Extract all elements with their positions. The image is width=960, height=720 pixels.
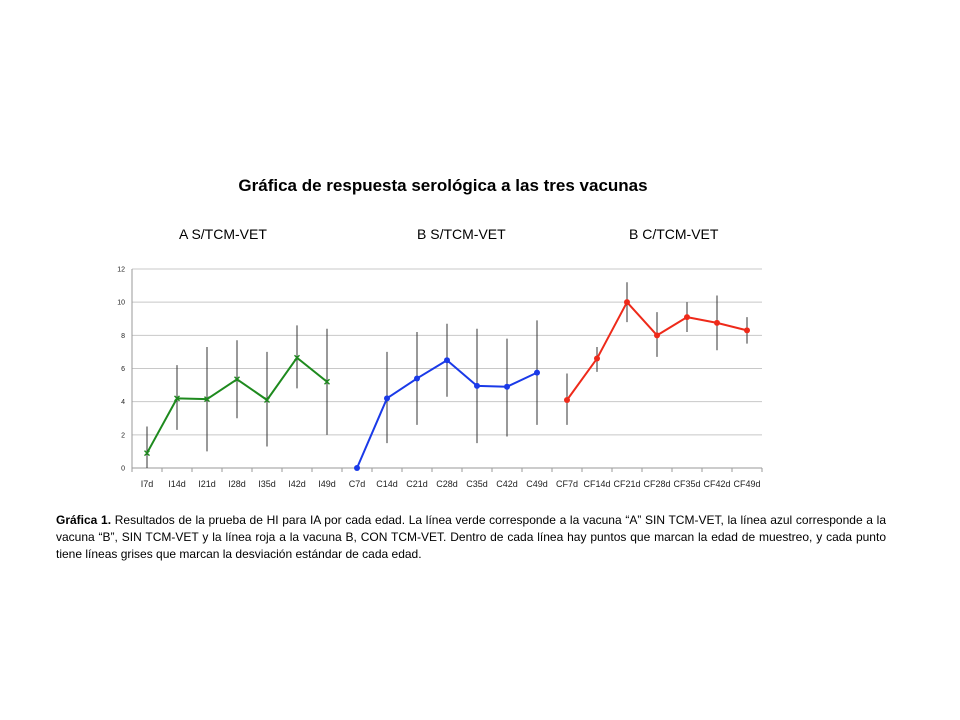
- data-point: [714, 319, 720, 326]
- data-point: [654, 332, 660, 339]
- data-point: [414, 375, 420, 382]
- x-tick-label: C49d: [526, 479, 548, 489]
- x-tick-label: I49d: [318, 479, 336, 489]
- x-tick-label: C21d: [406, 479, 428, 489]
- x-tick-label: CF28d: [643, 479, 670, 489]
- x-tick-label: CF42d: [703, 479, 730, 489]
- x-tick-label: I21d: [198, 479, 216, 489]
- x-tick-label: C42d: [496, 479, 518, 489]
- data-point: [234, 376, 240, 383]
- x-tick-label: I35d: [258, 479, 276, 489]
- data-point: [204, 396, 210, 403]
- data-point: [294, 354, 300, 361]
- data-point: [474, 382, 480, 389]
- x-tick-label: CF14d: [583, 479, 610, 489]
- data-point: [384, 395, 390, 402]
- x-tick-label: CF7d: [556, 479, 578, 489]
- y-tick-label: 0: [121, 466, 125, 473]
- group-label-c: B C/TCM-VET: [629, 226, 719, 242]
- x-tick-label: I28d: [228, 479, 246, 489]
- data-point: [684, 314, 690, 321]
- tick-labels: 0 2 4 6 8 10 12 I7d I14d I21d I28d I35d I42d I49d C7d C…: [117, 267, 760, 490]
- x-tick-label: C35d: [466, 479, 488, 489]
- data-point: [594, 355, 600, 362]
- x-tick-label: I7d: [141, 479, 154, 489]
- y-tick-label: 6: [121, 366, 125, 373]
- y-tick-label: 4: [121, 399, 125, 406]
- y-tick-label: 10: [117, 300, 125, 307]
- series-points: [144, 299, 750, 471]
- caption-lead: Gráfica 1.: [56, 513, 112, 527]
- x-tick-label: C14d: [376, 479, 398, 489]
- y-tick-label: 2: [121, 432, 125, 439]
- group-label-b: B S/TCM-VET: [417, 226, 506, 242]
- y-tick-label: 12: [117, 267, 125, 274]
- data-point: [744, 327, 750, 334]
- group-label-a: A S/TCM-VET: [179, 226, 267, 242]
- figure-caption: Gráfica 1. Resultados de la prueba de HI…: [56, 512, 886, 563]
- data-point: [354, 465, 360, 471]
- data-point: [564, 397, 570, 404]
- caption-text: Resultados de la prueba de HI para IA po…: [56, 513, 886, 561]
- x-tick-label: CF35d: [673, 479, 700, 489]
- data-point: [324, 378, 330, 385]
- data-point: [504, 383, 510, 390]
- y-tick-label: 8: [121, 333, 125, 340]
- x-tick-label: C28d: [436, 479, 458, 489]
- chart-title: Gráfica de respuesta serológica a las tr…: [238, 176, 648, 195]
- data-point: [144, 450, 150, 457]
- data-point: [534, 369, 540, 376]
- data-point: [444, 357, 450, 364]
- error-bars: [146, 282, 748, 468]
- data-point: [264, 397, 270, 404]
- x-tick-label: C7d: [349, 479, 366, 489]
- x-tick-label: CF21d: [613, 479, 640, 489]
- x-tick-label: I42d: [288, 479, 306, 489]
- data-point: [624, 299, 630, 306]
- x-tick-label: CF49d: [733, 479, 760, 489]
- x-tick-label: I14d: [168, 479, 186, 489]
- data-point: [174, 395, 180, 402]
